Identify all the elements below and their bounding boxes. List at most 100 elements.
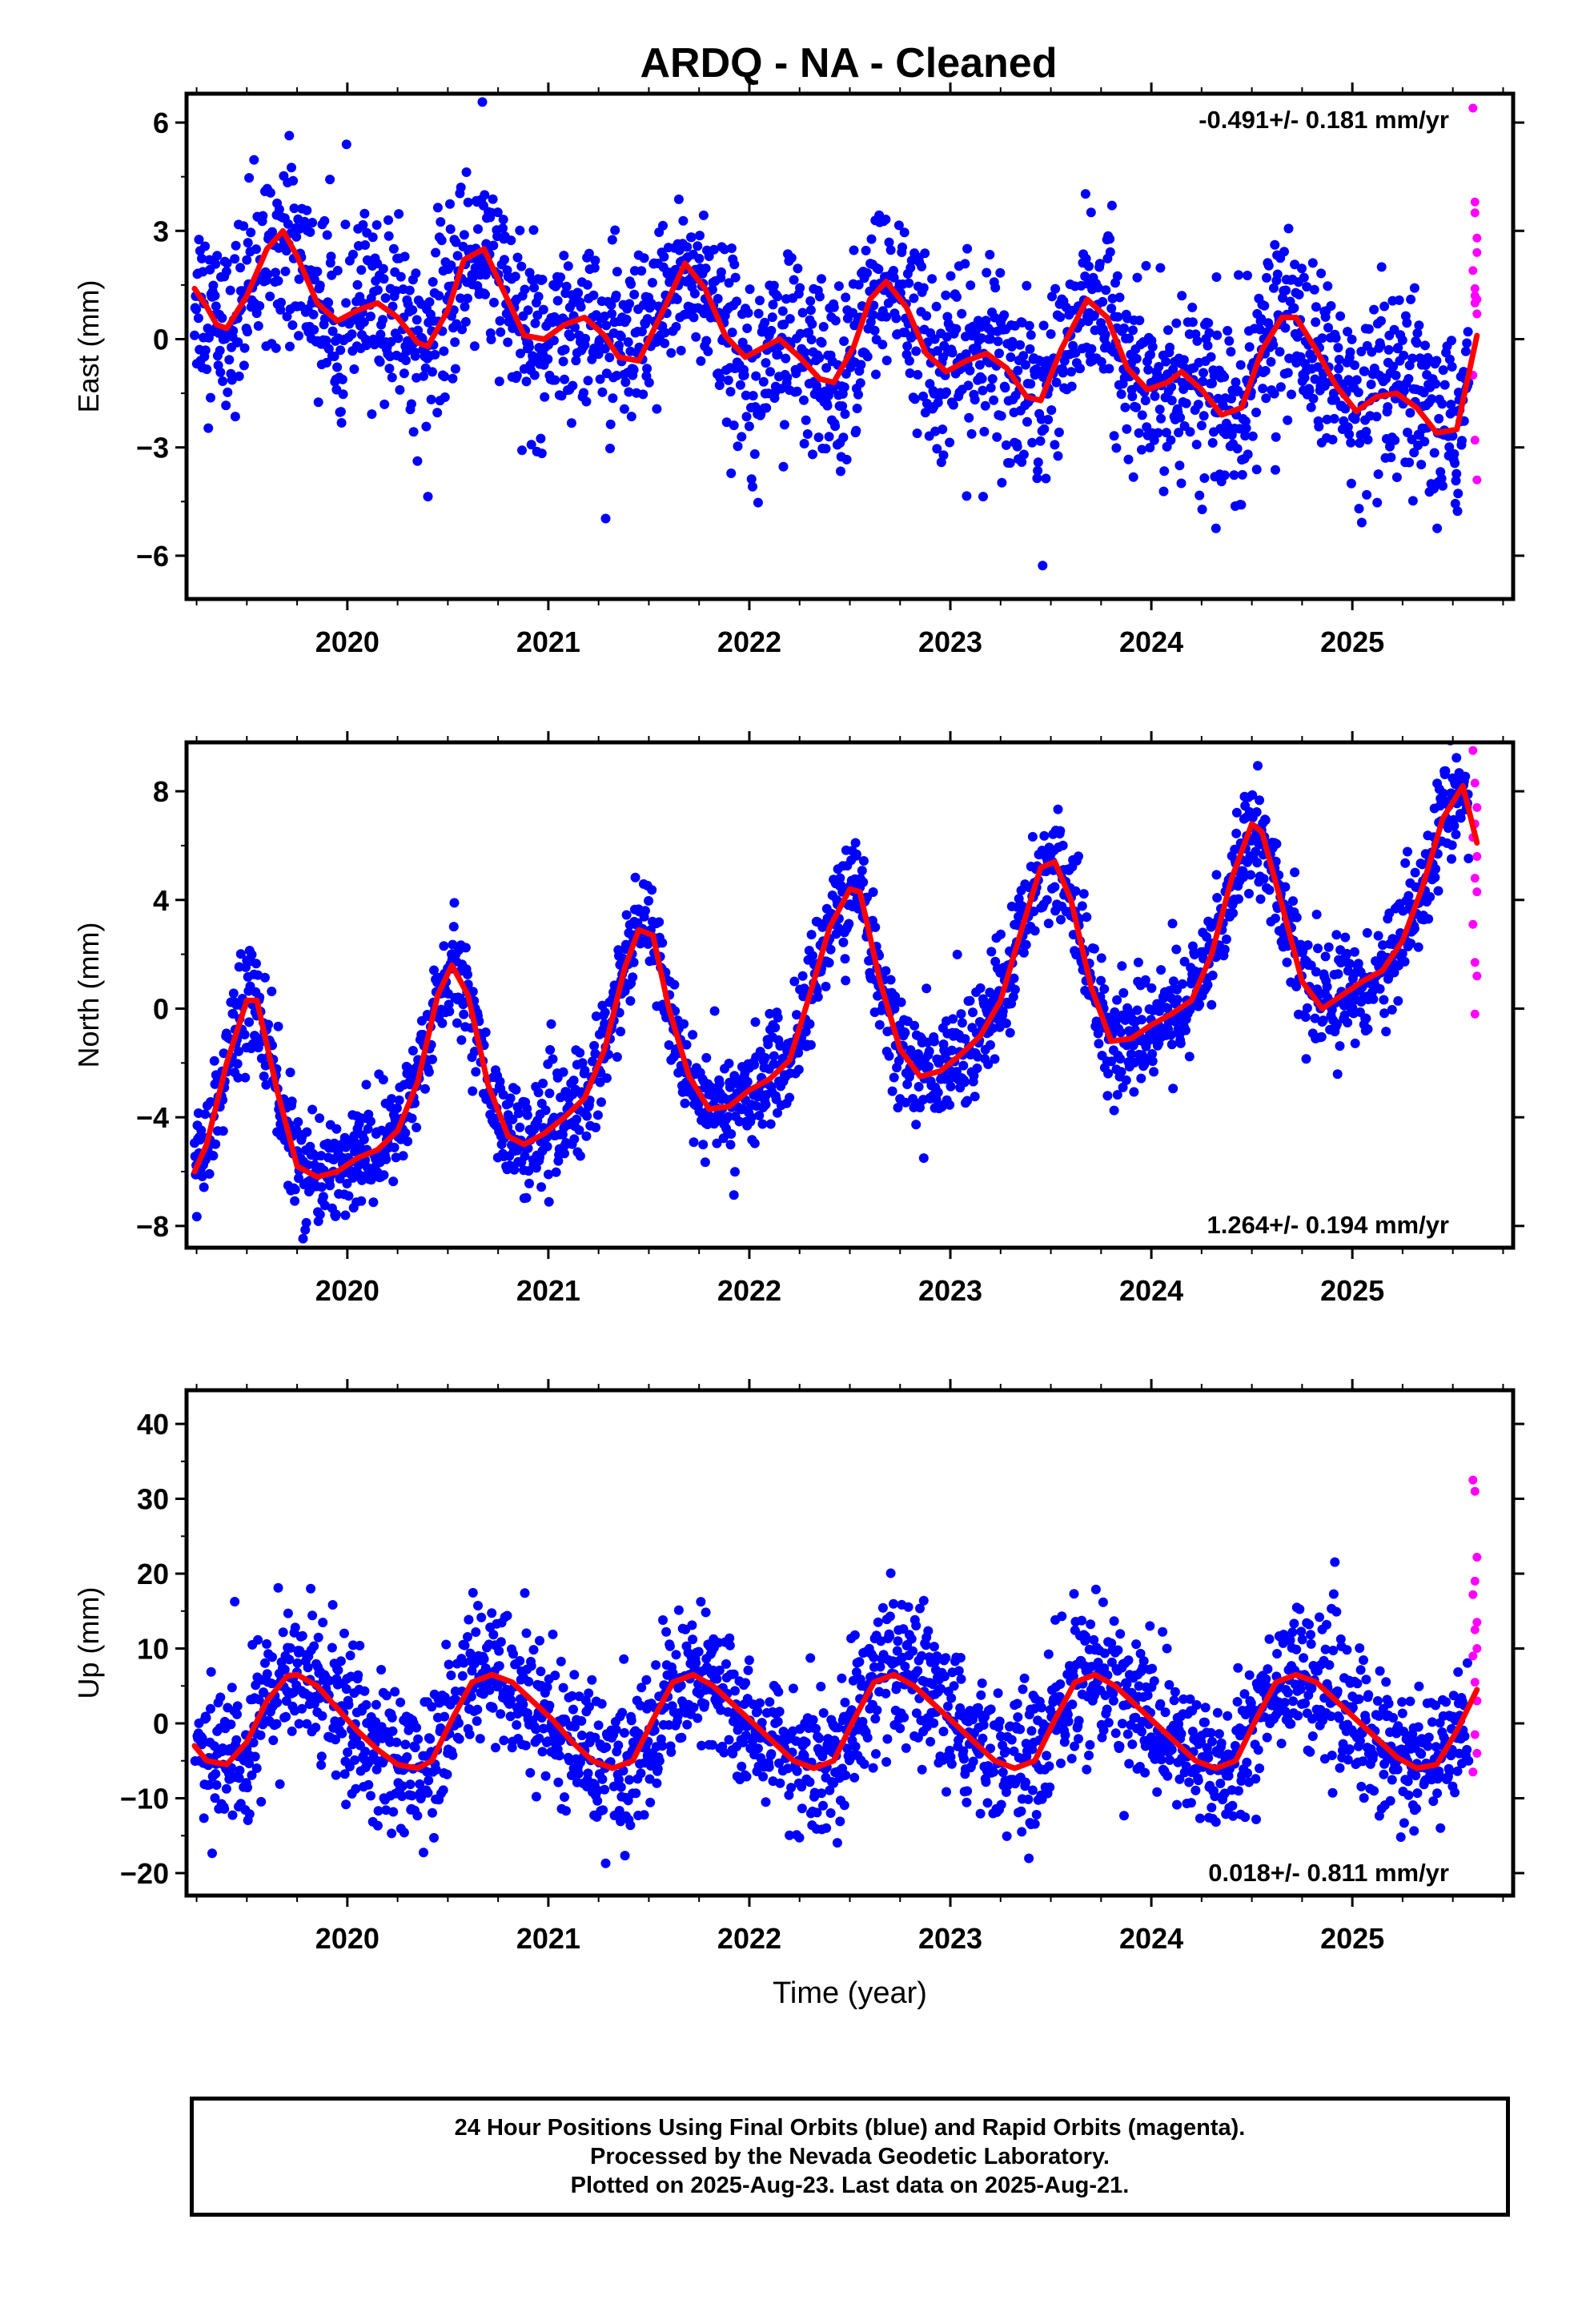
final-orbit-point xyxy=(1179,956,1190,967)
final-orbit-point xyxy=(874,1019,885,1030)
final-orbit-point xyxy=(723,375,733,385)
final-orbit-point xyxy=(239,1029,250,1039)
final-orbit-point xyxy=(1027,437,1038,448)
final-orbit-point xyxy=(792,386,802,396)
final-orbit-point xyxy=(696,356,706,366)
final-orbit-point xyxy=(206,392,215,403)
final-orbit-point xyxy=(1008,991,1018,1002)
final-orbit-point xyxy=(278,1627,288,1638)
final-orbit-point xyxy=(1313,362,1323,372)
final-orbit-point xyxy=(985,250,995,259)
final-orbit-point xyxy=(221,267,231,276)
final-orbit-point xyxy=(806,335,817,344)
final-orbit-point xyxy=(366,1116,375,1127)
final-orbit-point xyxy=(1246,870,1256,880)
final-orbit-point xyxy=(463,969,472,979)
final-orbit-point xyxy=(498,215,508,225)
final-orbit-point xyxy=(1258,384,1268,394)
final-orbit-point xyxy=(1403,891,1414,901)
final-orbit-point xyxy=(1282,957,1292,967)
final-orbit-point xyxy=(1111,443,1122,453)
final-orbit-point xyxy=(209,1055,219,1066)
final-orbit-point xyxy=(789,275,799,285)
final-orbit-point xyxy=(666,348,677,358)
final-orbit-point xyxy=(1406,939,1416,949)
final-orbit-point xyxy=(1212,893,1223,903)
final-orbit-point xyxy=(1390,435,1400,445)
final-orbit-point xyxy=(688,1030,698,1040)
final-orbit-point xyxy=(990,283,1001,293)
final-orbit-point xyxy=(1272,269,1283,279)
final-orbit-point xyxy=(400,1128,411,1138)
final-orbit-point xyxy=(760,1052,770,1063)
final-orbit-point xyxy=(389,1142,400,1152)
final-orbit-point xyxy=(1181,398,1191,408)
final-orbit-point xyxy=(851,849,861,859)
final-orbit-point xyxy=(1247,790,1258,800)
final-orbit-point xyxy=(512,371,522,380)
final-orbit-point xyxy=(351,1733,362,1743)
final-orbit-point xyxy=(1259,874,1269,884)
final-orbit-point xyxy=(1399,386,1409,396)
final-orbit-point xyxy=(203,423,214,433)
final-orbit-point xyxy=(211,301,221,312)
final-orbit-point xyxy=(420,1084,430,1094)
final-orbit-point xyxy=(1345,347,1355,357)
final-orbit-point xyxy=(623,337,633,348)
final-orbit-point xyxy=(550,1671,560,1681)
final-orbit-point xyxy=(1041,473,1051,484)
final-orbit-point xyxy=(1279,247,1289,257)
final-orbit-point xyxy=(1167,919,1178,929)
final-orbit-point xyxy=(978,492,988,502)
final-orbit-point xyxy=(636,327,647,336)
final-orbit-point xyxy=(961,349,971,360)
final-orbit-point xyxy=(1066,381,1077,392)
final-orbit-point xyxy=(1024,320,1034,331)
final-orbit-point xyxy=(284,131,295,141)
final-orbit-point xyxy=(844,919,854,929)
final-orbit-point xyxy=(500,255,509,265)
final-orbit-point xyxy=(1000,383,1010,393)
final-orbit-point xyxy=(553,1777,564,1787)
final-orbit-point xyxy=(327,326,338,336)
final-orbit-point xyxy=(779,320,789,330)
final-orbit-point xyxy=(575,1047,585,1058)
final-orbit-point xyxy=(814,353,825,363)
final-orbit-point xyxy=(1005,1027,1015,1038)
final-orbit-point xyxy=(524,1178,534,1188)
final-orbit-point xyxy=(1229,470,1239,480)
final-orbit-point xyxy=(1154,1006,1164,1016)
final-orbit-point xyxy=(1372,497,1383,508)
final-orbit-point xyxy=(227,1683,237,1693)
final-orbit-point xyxy=(576,302,586,312)
final-orbit-point xyxy=(1109,431,1119,441)
final-orbit-point xyxy=(371,1764,382,1775)
final-orbit-point xyxy=(235,1765,245,1775)
final-orbit-point xyxy=(1452,753,1462,763)
final-orbit-point xyxy=(1427,394,1437,404)
final-orbit-point xyxy=(1344,959,1355,969)
final-orbit-point xyxy=(312,267,323,277)
final-orbit-point xyxy=(1435,801,1445,811)
final-orbit-point xyxy=(1235,360,1246,370)
final-orbit-point xyxy=(429,1832,439,1843)
final-orbit-point xyxy=(267,1652,277,1663)
final-orbit-point xyxy=(397,1781,408,1791)
final-orbit-point xyxy=(725,387,736,397)
final-orbit-point xyxy=(746,474,757,485)
final-orbit-point xyxy=(1430,872,1440,883)
final-orbit-point xyxy=(197,253,207,263)
final-orbit-point xyxy=(1356,347,1367,356)
final-orbit-point xyxy=(332,362,343,372)
final-orbit-point xyxy=(1371,412,1382,422)
final-orbit-point xyxy=(194,235,204,245)
final-orbit-point xyxy=(1033,465,1043,476)
final-orbit-point xyxy=(408,1046,418,1055)
final-orbit-point xyxy=(408,427,419,437)
final-orbit-point xyxy=(1399,956,1410,967)
final-orbit-point xyxy=(1162,1003,1173,1014)
final-orbit-point xyxy=(576,1731,587,1740)
final-orbit-point xyxy=(496,327,506,337)
final-orbit-point xyxy=(1163,325,1173,336)
final-orbit-point xyxy=(446,1671,456,1680)
